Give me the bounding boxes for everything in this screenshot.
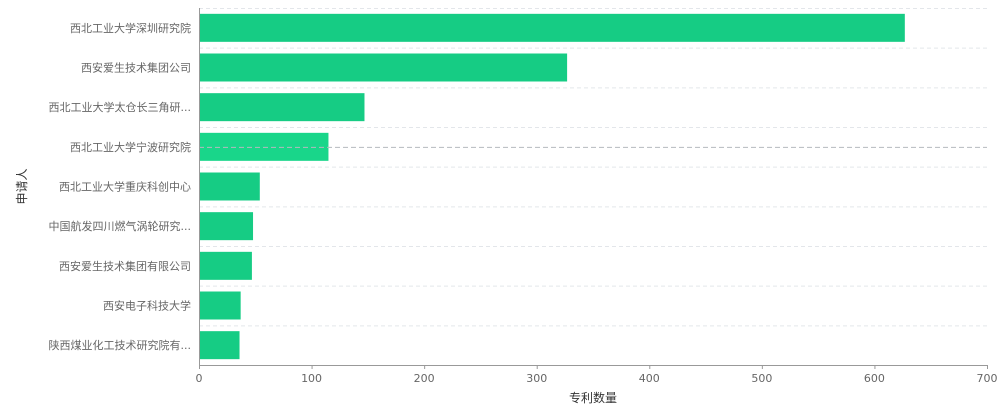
category-label: 西北工业大学太仓长三角研...: [49, 100, 192, 114]
category-label: 西北工业大学重庆科创中心: [59, 180, 191, 194]
x-tick-labels: 0 100 200 300 400 500 600 700: [196, 365, 998, 385]
grid-lines: [199, 8, 987, 327]
x-tick-label: 700: [977, 372, 998, 385]
category-label: 西安爱生技术集团有限公司: [59, 259, 191, 273]
bar[interactable]: [200, 251, 252, 280]
bar[interactable]: [200, 13, 905, 42]
x-tick-label: 400: [639, 372, 660, 385]
bar[interactable]: [200, 291, 241, 320]
bars: [199, 13, 987, 360]
bar[interactable]: [200, 172, 260, 201]
x-tick-label: 600: [864, 372, 885, 385]
x-tick-label: 0: [196, 372, 203, 385]
x-tick-label: 500: [751, 372, 772, 385]
x-tick-label: 200: [414, 372, 435, 385]
category-label: 西安爱生技术集团公司: [81, 61, 191, 75]
x-tick-label: 100: [301, 372, 322, 385]
bar[interactable]: [200, 53, 568, 82]
category-label: 西北工业大学宁波研究院: [70, 140, 191, 154]
category-label: 西北工业大学深圳研究院: [70, 21, 191, 35]
y-axis-title: 申请人: [15, 168, 29, 204]
x-tick-label: 300: [526, 372, 547, 385]
category-label: 西安电子科技大学: [103, 299, 191, 313]
category-label: 中国航发四川燃气涡轮研究...: [49, 219, 192, 233]
category-label: 陕西煤业化工技术研究院有...: [49, 338, 192, 352]
bar[interactable]: [200, 212, 254, 241]
x-axis-title: 专利数量: [569, 390, 617, 404]
bar[interactable]: [200, 93, 365, 122]
axes: [199, 8, 987, 366]
bar[interactable]: [200, 331, 240, 360]
